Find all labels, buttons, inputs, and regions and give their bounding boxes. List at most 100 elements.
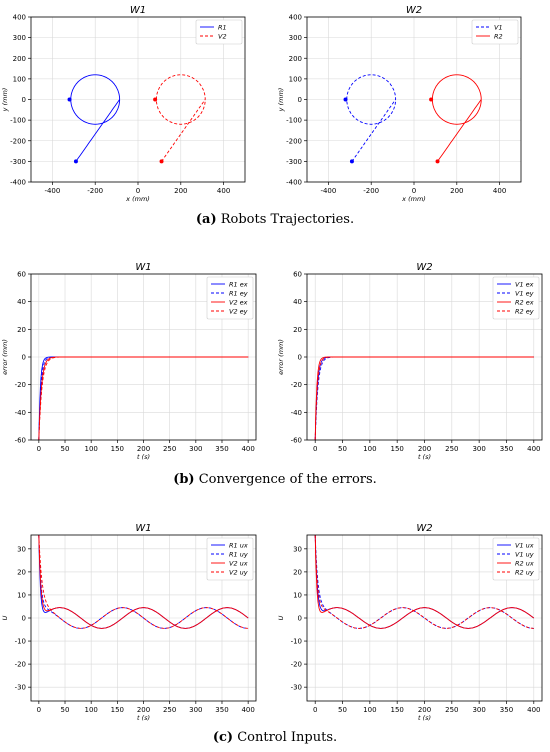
plot-area	[314, 535, 535, 629]
legend-label: R1 ux	[229, 541, 248, 549]
x-tick-label: 100	[363, 706, 376, 714]
x-tick-label: 200	[450, 187, 463, 195]
start-marker	[73, 159, 78, 164]
x-axis-label: t (s)	[418, 453, 431, 461]
y-tick-label: 0	[298, 96, 302, 104]
x-tick-label: 200	[418, 706, 431, 714]
start-marker	[159, 159, 164, 164]
chart-ctl-w1: 0 50 100 150 200 250 300 350 400 -30 -20 -10 0 10 20 30…	[1, 523, 257, 722]
legend-label: V1 ey	[515, 289, 534, 297]
y-tick-label: -10	[15, 638, 26, 646]
y-tick-label: 300	[289, 34, 302, 42]
y-tick-label: 30	[17, 545, 26, 553]
series-line-v2-uy	[38, 535, 249, 629]
legend-label: R1 ex	[229, 280, 248, 288]
y-tick-label: 60	[293, 271, 302, 279]
chart-traj-w2: -400 -200 0 200 400 -400 -300 -200 -100 0 100 200 30…	[277, 5, 522, 203]
y-tick-label: -30	[291, 684, 302, 692]
legend-label: R2	[494, 32, 503, 40]
y-tick-label: -400	[286, 179, 302, 187]
series-line-r2-ux	[314, 535, 535, 629]
caption-a-text: Robots Trajectories.	[220, 212, 355, 227]
legend-box	[206, 276, 254, 320]
y-tick-label: 400	[289, 14, 302, 22]
y-tick-label: 20	[17, 326, 26, 334]
start-marker	[349, 159, 354, 164]
chart-title: W2	[416, 523, 432, 534]
plot-area	[67, 74, 206, 164]
x-tick-label: 200	[137, 706, 150, 714]
x-tick-label: 350	[500, 706, 513, 714]
x-tick-label: 50	[338, 706, 347, 714]
y-tick-label: -20	[291, 381, 302, 389]
y-tick-label: 0	[22, 354, 26, 362]
chart-ctl-w2: 0 50 100 150 200 250 300 350 400 -30 -20 -10 0 10 20 30…	[277, 523, 543, 722]
series-line-v2	[155, 74, 206, 162]
chart-traj-w1: -400 -200 0 200 400 -400 -300 -200 -100 0 100 200 30…	[1, 5, 246, 203]
x-tick-label: 250	[445, 445, 458, 453]
series-line-r2-ey	[314, 356, 534, 440]
x-tick-label: 50	[61, 706, 70, 714]
legend-box	[195, 19, 243, 45]
y-tick-label: 0	[22, 96, 26, 104]
legend-label: R1 ey	[229, 289, 248, 297]
x-tick-label: 100	[84, 706, 97, 714]
x-tick-label: 300	[189, 706, 202, 714]
chart-err-w2: 0 50 100 150 200 250 300 350 400 -60 -40 -20 0 20 40 60…	[277, 262, 543, 461]
y-tick-label: -100	[10, 117, 26, 125]
y-tick-label: -20	[15, 661, 26, 669]
caption-c-text: Control Inputs.	[237, 730, 338, 745]
x-tick-label: 0	[37, 706, 41, 714]
x-tick-label: 300	[189, 445, 202, 453]
caption-a-tag: (a)	[195, 212, 217, 227]
series-line-r2-uy	[314, 535, 534, 629]
end-marker	[429, 97, 434, 102]
legend-label: V1 ex	[515, 280, 534, 288]
x-axis-label: t (s)	[137, 714, 150, 722]
x-tick-label: 250	[163, 706, 176, 714]
y-tick-label: 40	[17, 298, 26, 306]
chart-title: W1	[135, 262, 151, 273]
y-tick-label: 20	[293, 326, 302, 334]
legend-label: V2 ex	[229, 298, 248, 306]
series-line-r1-uy	[38, 535, 249, 629]
x-tick-label: 400	[527, 706, 540, 714]
series-line-v2-ux	[38, 535, 249, 629]
caption-b: (b) Convergence of the errors.	[0, 472, 550, 487]
end-marker	[67, 97, 72, 102]
x-tick-label: 150	[111, 445, 124, 453]
chart-title: W2	[406, 5, 422, 16]
x-axis-label: x (mm)	[401, 195, 426, 203]
legend-label: R1	[218, 23, 227, 31]
y-tick-label: 30	[293, 545, 302, 553]
legend-label: R2 uy	[515, 568, 534, 576]
series-line-v1	[346, 74, 397, 162]
x-tick-label: 400	[217, 187, 230, 195]
x-tick-label: 350	[215, 706, 228, 714]
x-tick-label: 50	[61, 445, 70, 453]
x-axis-label: t (s)	[418, 714, 431, 722]
legend-label: V1	[494, 23, 503, 31]
y-tick-label: 100	[289, 75, 302, 83]
legend-label: R2 ux	[515, 559, 534, 567]
y-tick-label: -200	[10, 137, 26, 145]
legend-label: R1 uy	[229, 550, 248, 558]
y-tick-label: 400	[13, 14, 26, 22]
start-marker	[435, 159, 440, 164]
x-tick-label: 200	[137, 445, 150, 453]
legend-label: V1 ux	[515, 541, 534, 549]
y-axis-label: U	[277, 615, 285, 620]
y-tick-label: -400	[10, 179, 26, 187]
legend-label: V2 ey	[229, 307, 248, 315]
y-axis-label: y (mm)	[1, 88, 9, 113]
x-tick-label: -400	[320, 187, 336, 195]
y-tick-label: 10	[17, 591, 26, 599]
caption-b-tag: (b)	[173, 472, 195, 487]
end-marker	[153, 97, 158, 102]
x-tick-label: 0	[313, 445, 317, 453]
x-tick-label: 400	[241, 706, 254, 714]
